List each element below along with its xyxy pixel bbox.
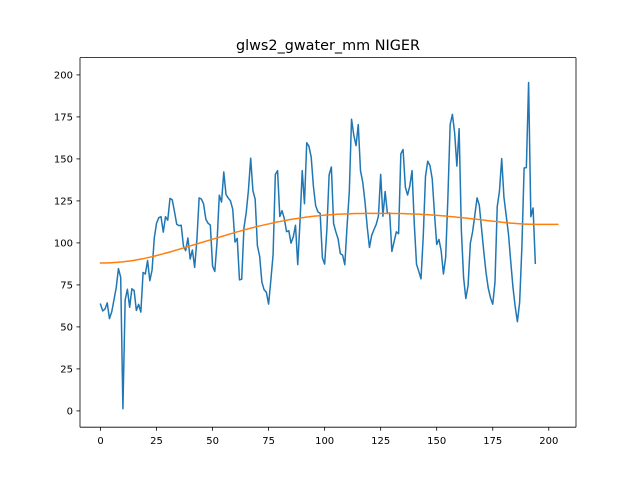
y-tick-label: 175: [54, 113, 73, 124]
y-tick-label: 0: [67, 407, 73, 418]
x-tick-label: 150: [427, 436, 446, 447]
series-line-1: [99, 81, 537, 410]
y-tick-label: 125: [54, 197, 73, 208]
axes-frame: [79, 57, 577, 428]
plot-area: [80, 57, 576, 428]
y-axis: 0 25 50 75 100 125 150 175 200: [54, 71, 80, 418]
x-tick-label: 125: [371, 436, 390, 447]
y-tick-label: 150: [54, 155, 73, 166]
chart-title: glws2_gwater_mm NIGER: [236, 38, 420, 54]
y-tick-label: 25: [60, 365, 73, 376]
x-tick-label: 50: [206, 436, 219, 447]
y-tick-label: 50: [60, 323, 73, 334]
x-tick-label: 0: [97, 436, 103, 447]
y-tick-label: 200: [54, 71, 73, 82]
y-tick-label: 100: [54, 239, 73, 250]
x-tick-label: 200: [539, 436, 558, 447]
x-tick-label: 75: [262, 436, 275, 447]
y-tick-label: 75: [60, 281, 73, 292]
x-tick-label: 25: [150, 436, 163, 447]
x-tick-label: 175: [483, 436, 502, 447]
x-axis: 0 25 50 75 100 125 150 175 200: [97, 427, 558, 447]
x-tick-label: 100: [315, 436, 334, 447]
series-layer: [99, 81, 559, 410]
series-line-2: [99, 212, 559, 264]
